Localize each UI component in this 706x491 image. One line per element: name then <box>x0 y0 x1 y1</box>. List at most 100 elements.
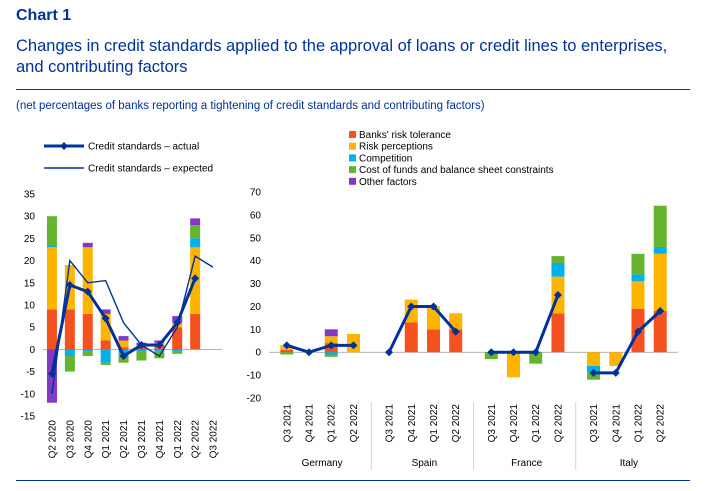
right-italy-bar-2-seg-1 <box>631 281 645 309</box>
legend-bar-label-3: Cost of funds and balance sheet constrai… <box>359 165 554 176</box>
left-actual-marker <box>191 274 200 283</box>
left-bar-1-seg-2 <box>64 349 75 357</box>
right-italy-bar-3-seg-2 <box>653 246 667 254</box>
right-x-tick-label: Q2 2022 <box>451 404 462 443</box>
chart-subtitle: (net percentages of banks reporting a ti… <box>16 100 485 112</box>
right-x-tick-label: Q3 2021 <box>282 404 293 443</box>
right-italy-actual-marker <box>656 307 665 316</box>
right-germany-bar-0-seg-0 <box>280 349 294 353</box>
right-italy-bar-0-seg-1 <box>587 352 601 366</box>
left-actual-marker <box>119 352 128 361</box>
left-x-tick-label: Q2 2022 <box>191 420 202 459</box>
left-actual-marker <box>137 340 146 349</box>
right-germany-actual-marker <box>305 348 314 357</box>
left-bar-3-seg-1 <box>100 313 111 341</box>
legend-expected-label: Credit standards – expected <box>88 164 213 175</box>
right-italy-actual-marker <box>589 368 598 377</box>
right-y-tick-label: 30 <box>250 279 262 290</box>
right-germany-actual-marker <box>349 341 358 350</box>
right-y-tick-label: 0 <box>255 348 261 359</box>
right-x-tick-label: Q3 2021 <box>589 404 600 443</box>
left-bar-3-seg-2 <box>100 349 111 363</box>
right-italy-bar-3-seg-3 <box>653 205 667 247</box>
left-bar-8-seg-3 <box>190 225 201 239</box>
legend-bar-label-2: Competition <box>359 153 412 164</box>
left-x-tick-label: Q3 2020 <box>65 420 76 459</box>
legend-swatch-2 <box>349 154 356 162</box>
legend-bar-label-0: Banks' risk tolerance <box>359 130 451 141</box>
left-bar-5-seg-3 <box>136 351 147 361</box>
left-y-tick-label: -10 <box>21 389 36 400</box>
right-italy-actual-marker <box>611 368 620 377</box>
left-bar-2-seg-0 <box>82 313 93 350</box>
legend-swatch-0 <box>349 131 356 138</box>
bottom-divider <box>16 480 690 481</box>
right-italy-bar-2-seg-2 <box>631 274 645 282</box>
right-y-tick-label: 70 <box>250 188 262 199</box>
left-x-tick-label: Q2 2020 <box>47 420 58 459</box>
left-x-tick-label: Q1 2021 <box>101 420 112 459</box>
left-bar-8-seg-0 <box>190 313 201 350</box>
left-y-tick-label: 5 <box>29 323 35 334</box>
right-france-bar-2-seg-3 <box>529 352 543 364</box>
right-france-actual-marker <box>509 348 518 357</box>
country-label: France <box>511 458 543 469</box>
right-x-tick-label: Q4 2021 <box>509 404 520 443</box>
left-bar-7-seg-3 <box>172 351 183 354</box>
legend-swatch-1 <box>349 142 356 150</box>
right-germany-bar-0-seg-3 <box>280 352 294 355</box>
right-france-actual-line <box>491 294 560 354</box>
right-x-tick-label: Q4 2021 <box>611 404 622 443</box>
left-y-tick-label: 30 <box>24 212 36 223</box>
right-germany-actual-marker <box>282 341 291 350</box>
right-germany-bar-2-seg-2 <box>324 352 338 355</box>
right-y-tick-label: -20 <box>247 394 262 405</box>
left-bar-3-seg-0 <box>100 340 111 350</box>
right-y-tick-label: 20 <box>250 302 262 313</box>
right-spain-actual-marker <box>429 302 438 311</box>
legend-bar-label-1: Risk perceptions <box>359 142 433 153</box>
left-actual-marker <box>155 340 164 349</box>
left-bar-0-seg-1 <box>46 247 57 310</box>
left-bar-4-seg-2 <box>118 349 129 354</box>
right-germany-bar-2-seg-4 <box>324 329 338 337</box>
right-y-tick-label: -10 <box>247 371 262 382</box>
left-x-tick-label: Q3 2021 <box>137 420 148 459</box>
right-x-tick-label: Q3 2021 <box>487 404 498 443</box>
left-actual-marker <box>47 369 56 378</box>
left-bar-8-seg-4 <box>190 218 201 226</box>
right-spain-bar-2-seg-0 <box>426 329 440 353</box>
right-germany-actual-marker <box>327 341 336 350</box>
left-bar-2-seg-2 <box>82 349 93 352</box>
left-y-tick-label: 35 <box>24 190 36 201</box>
country-label: Germany <box>302 458 343 469</box>
left-actual-marker <box>65 281 74 290</box>
right-x-tick-label: Q1 2022 <box>327 404 338 443</box>
left-bar-6-seg-2 <box>154 349 165 352</box>
left-bar-3-seg-4 <box>100 309 111 314</box>
right-y-tick-label: 10 <box>250 325 262 336</box>
right-italy-bar-3-seg-0 <box>653 311 667 353</box>
right-france-actual-marker <box>531 348 540 357</box>
left-bar-5-seg-2 <box>136 349 147 352</box>
right-spain-bar-1-seg-0 <box>404 322 418 353</box>
left-x-tick-label: Q4 2020 <box>83 420 94 459</box>
left-x-tick-label: Q2 2021 <box>119 420 130 459</box>
left-x-tick-label: Q3 2022 <box>209 420 220 459</box>
right-germany-bar-2-seg-3 <box>324 354 338 357</box>
right-france-bar-3-seg-0 <box>551 313 565 353</box>
left-y-tick-label: 25 <box>24 234 36 245</box>
left-bar-8-seg-2 <box>190 238 201 248</box>
right-france-bar-3-seg-3 <box>551 256 565 263</box>
right-italy-bar-2-seg-3 <box>631 253 645 275</box>
right-spain-actual-marker <box>407 302 416 311</box>
right-x-tick-label: Q1 2022 <box>531 404 542 443</box>
legend-actual-label: Credit standards – actual <box>88 142 199 153</box>
right-y-tick-label: 60 <box>250 210 262 221</box>
right-x-tick-label: Q2 2022 <box>656 404 667 443</box>
country-label: Spain <box>412 458 438 469</box>
left-bar-1-seg-3 <box>64 356 75 372</box>
left-bar-2-seg-4 <box>82 242 93 248</box>
left-bar-1-seg-0 <box>64 309 75 350</box>
left-x-tick-label: Q4 2021 <box>155 420 166 459</box>
